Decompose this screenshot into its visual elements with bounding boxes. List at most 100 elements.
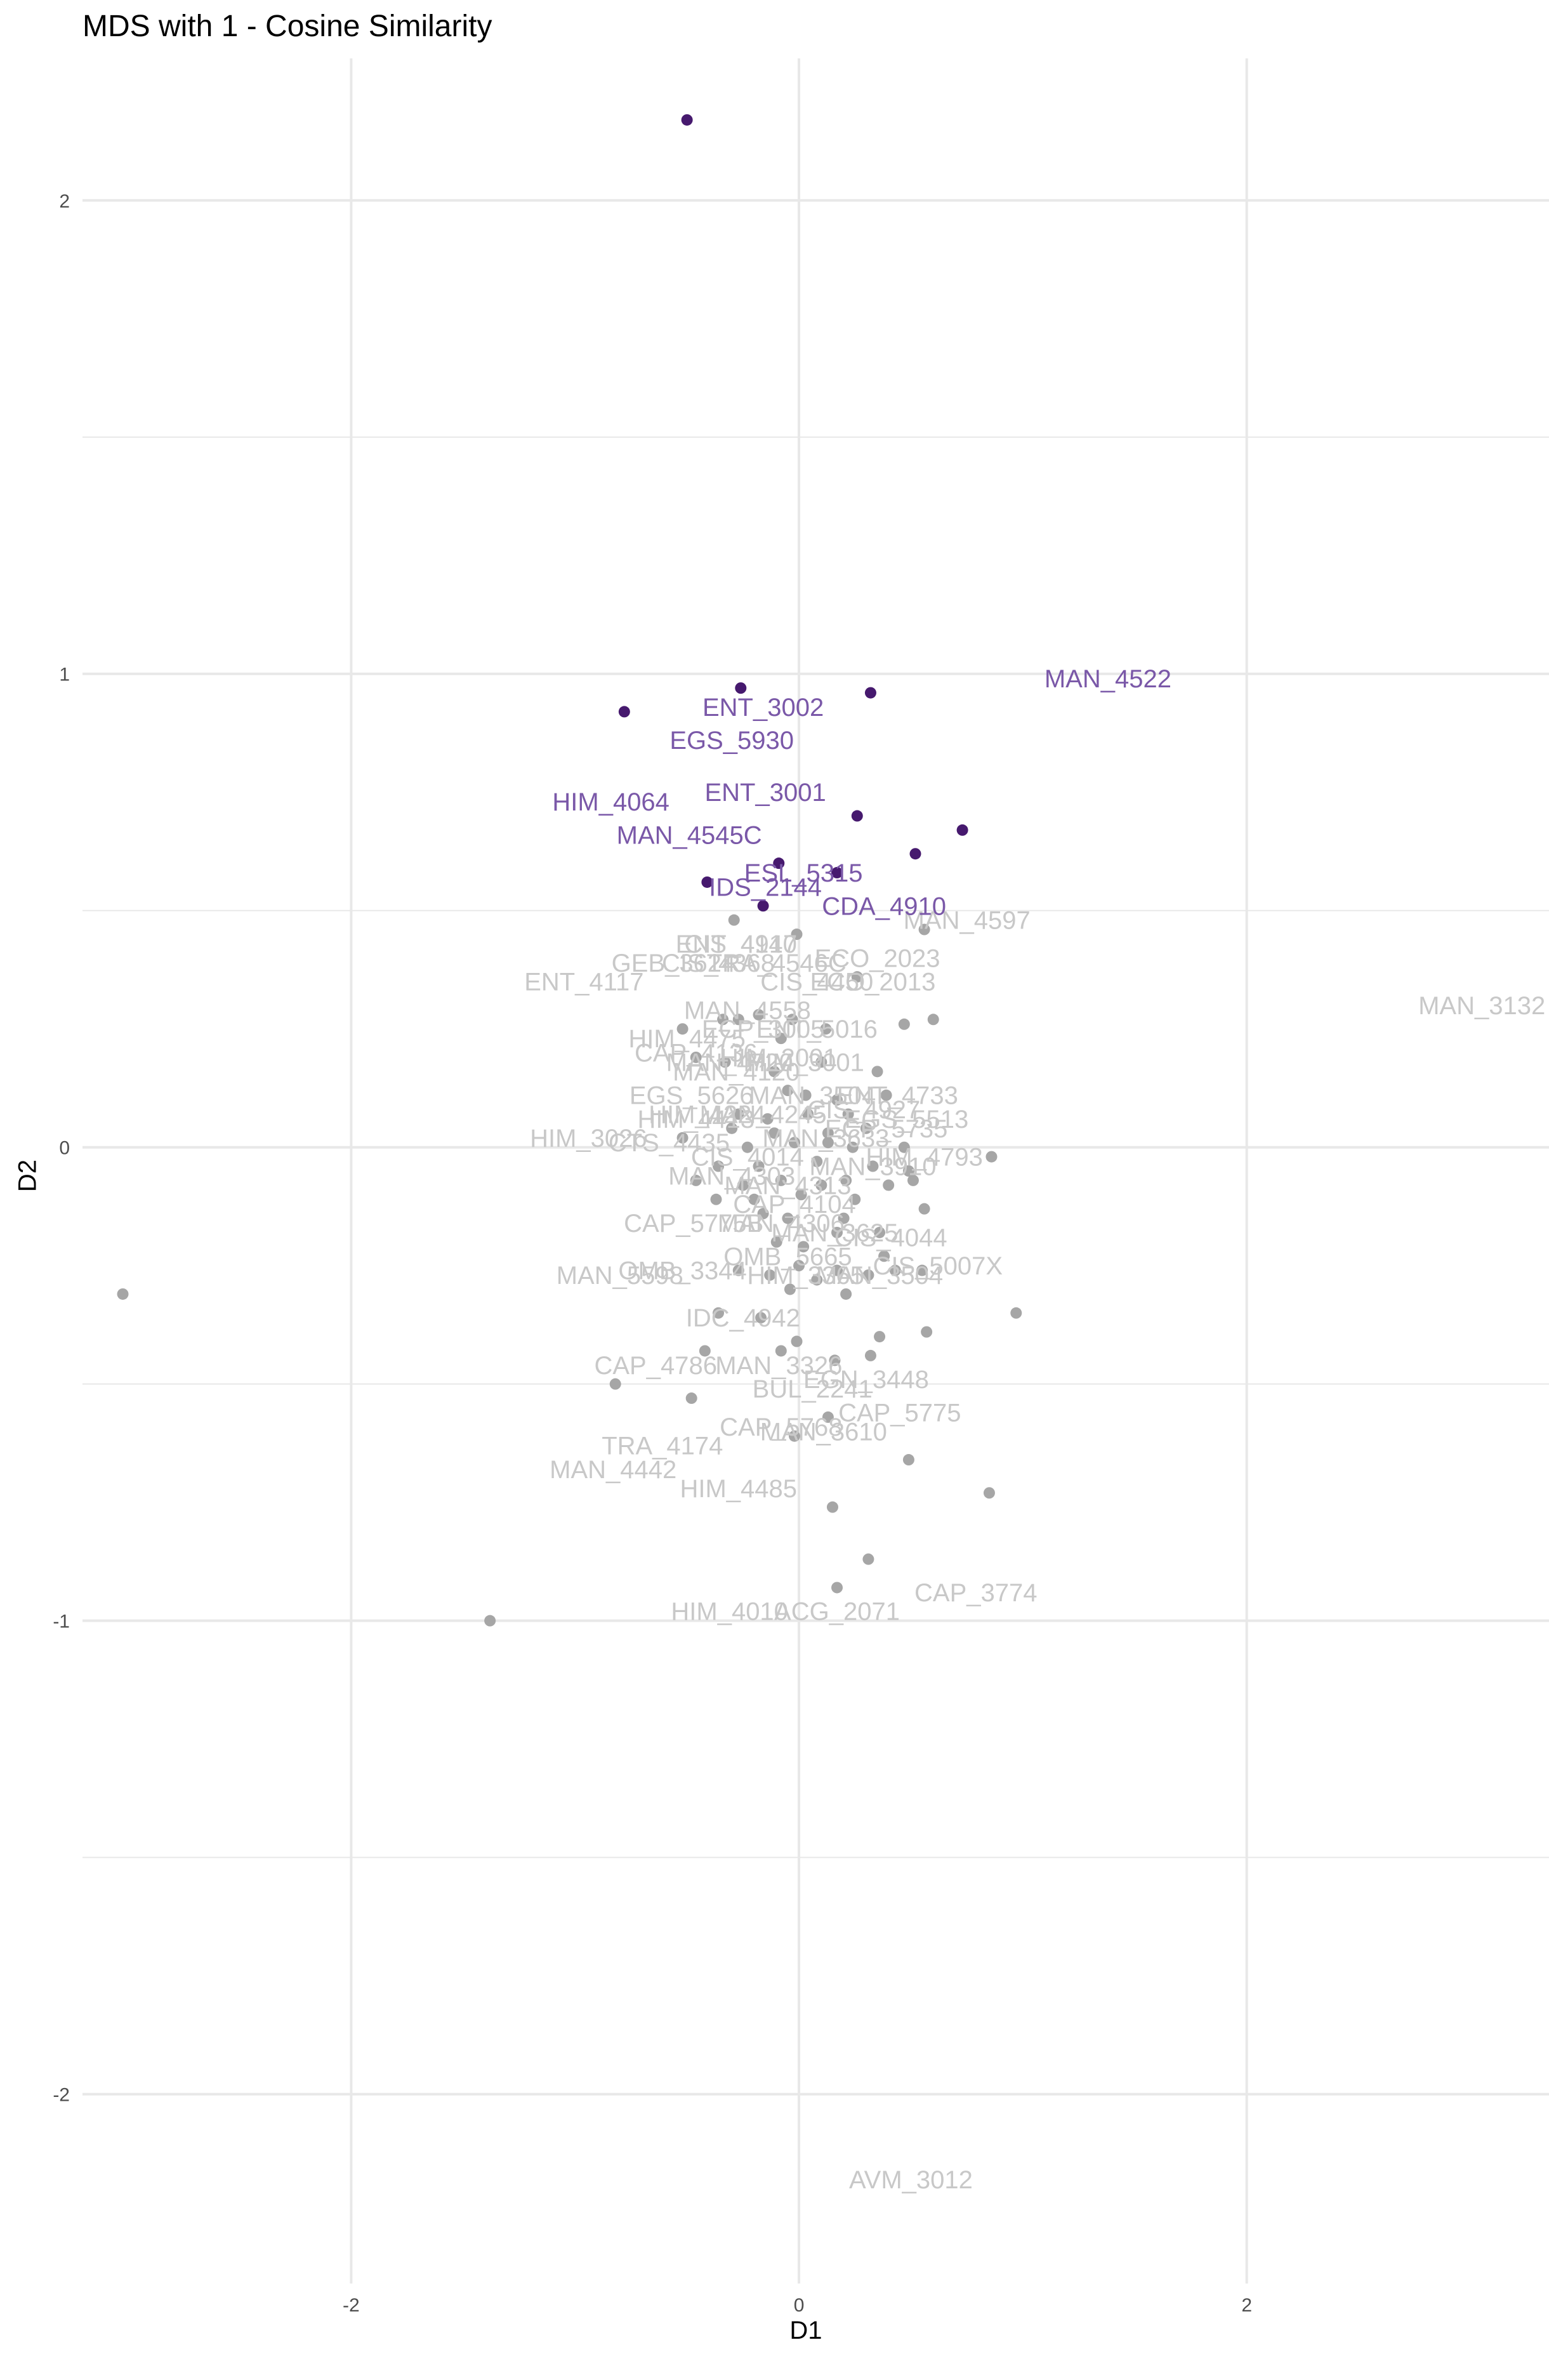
- point-label: HIM_4475: [628, 1025, 746, 1053]
- data-point: [927, 1014, 939, 1026]
- data-point: [815, 1179, 827, 1191]
- data-point: [831, 1226, 843, 1238]
- y-tick-label: 2: [59, 191, 70, 212]
- data-point: [117, 1288, 129, 1300]
- data-point: [786, 1014, 798, 1026]
- point-label: EGN_3448: [803, 1366, 929, 1394]
- y-tick-label: 0: [59, 1138, 70, 1159]
- point-label: MAN_3504: [749, 1082, 876, 1110]
- point-label: ECO_2023: [815, 944, 940, 972]
- data-point: [921, 1326, 933, 1338]
- data-point: [775, 1033, 787, 1045]
- point-label: HIM_4793: [866, 1144, 983, 1172]
- point-label: HIM_3001: [747, 1048, 864, 1076]
- data-point: [860, 1122, 872, 1134]
- point-label: MAN_4306: [718, 1210, 845, 1238]
- data-point: [847, 1141, 859, 1153]
- point-label: CTS_4435: [609, 1129, 730, 1157]
- point-label: MAN_3625: [771, 1219, 898, 1247]
- data-point: [798, 1241, 810, 1253]
- data-point: [829, 1354, 841, 1366]
- data-point: [741, 1141, 753, 1153]
- point-label: ENT_4140: [676, 930, 797, 958]
- point-label: CAP_5775B: [624, 1210, 763, 1238]
- data-point: [699, 1345, 711, 1357]
- data-point: [867, 1160, 879, 1172]
- highlight-point: [773, 857, 785, 869]
- point-label: EGS_5626: [629, 1082, 754, 1110]
- point-label: CIS_4917: [684, 930, 797, 958]
- point-label: MAN_4120: [673, 1058, 800, 1086]
- data-point: [1010, 1307, 1022, 1319]
- data-point: [726, 1122, 738, 1134]
- data-point: [795, 1189, 807, 1201]
- x-axis-label: D1: [789, 2317, 822, 2344]
- highlight-point: [735, 682, 747, 694]
- data-points: [117, 114, 1022, 1627]
- highlight-point: [831, 867, 843, 879]
- highlight-point: [956, 824, 968, 836]
- point-label: ENT_4733: [837, 1082, 958, 1110]
- x-tick-label: 2: [1241, 2295, 1252, 2316]
- point-label: CAP_4136: [635, 1040, 757, 1068]
- highlight-point: [864, 687, 876, 699]
- data-point: [748, 1193, 760, 1205]
- data-point: [822, 1127, 834, 1139]
- point-label: MAN_3910: [809, 1153, 936, 1181]
- point-label: MAN_3326: [715, 1352, 842, 1380]
- data-point: [753, 1160, 765, 1172]
- highlight-point: [701, 876, 713, 888]
- data-point: [732, 1264, 744, 1276]
- data-point: [719, 1056, 731, 1068]
- data-point: [713, 1307, 725, 1319]
- point-label: ACG_2071: [774, 1598, 900, 1626]
- data-point: [822, 1137, 834, 1149]
- point-label: HIM_3026: [530, 1125, 647, 1153]
- point-label: OMB_5665: [723, 1243, 852, 1271]
- data-point: [831, 1582, 843, 1594]
- data-point: [840, 1288, 852, 1300]
- point-label: ECP_3005: [702, 1015, 824, 1043]
- data-point: [820, 1023, 832, 1035]
- data-point: [800, 1089, 812, 1101]
- data-point: [676, 1132, 689, 1144]
- point-label: ENT_5016: [756, 1015, 878, 1043]
- data-point: [898, 1018, 910, 1030]
- data-point: [822, 1411, 834, 1423]
- data-point: [811, 1274, 823, 1286]
- highlight-point: [909, 848, 921, 860]
- data-point: [918, 1203, 930, 1215]
- x-tick-label: 0: [794, 2295, 805, 2316]
- highlight-point-label: ENT_3001: [704, 779, 826, 807]
- data-point: [690, 1051, 702, 1063]
- highlight-point-label: ENT_3002: [702, 694, 824, 722]
- data-point: [757, 1208, 769, 1220]
- data-point: [685, 1392, 697, 1405]
- point-label: GEB_3624: [612, 949, 736, 977]
- data-point: [782, 1085, 794, 1097]
- data-point: [609, 1378, 621, 1390]
- y-tick-label: 1: [59, 664, 70, 685]
- point-label: ECO_2013: [810, 969, 936, 996]
- data-point: [883, 1179, 895, 1191]
- highlight-point: [618, 706, 630, 718]
- data-point: [811, 1156, 823, 1168]
- data-point: [788, 1137, 800, 1149]
- point-label: ENT_4117: [524, 969, 643, 996]
- highlight-point-label: HIM_4064: [552, 788, 669, 816]
- data-point: [737, 1179, 749, 1191]
- highlight-point-label: MAN_4545C: [617, 821, 762, 849]
- point-label: MAN_4245: [700, 1101, 827, 1128]
- data-point: [676, 1023, 689, 1035]
- point-label: TRA_4174: [602, 1432, 723, 1460]
- data-point: [755, 1312, 767, 1324]
- data-point: [690, 1174, 702, 1186]
- highlight-point-label: IDS_2144: [709, 873, 822, 901]
- highlight-point-label: MAN_4522: [1045, 665, 1171, 693]
- data-point: [889, 1264, 901, 1276]
- data-point: [802, 1108, 814, 1120]
- data-point: [862, 1269, 874, 1281]
- point-label: MAN_4597: [904, 907, 1031, 935]
- data-point: [815, 1056, 827, 1068]
